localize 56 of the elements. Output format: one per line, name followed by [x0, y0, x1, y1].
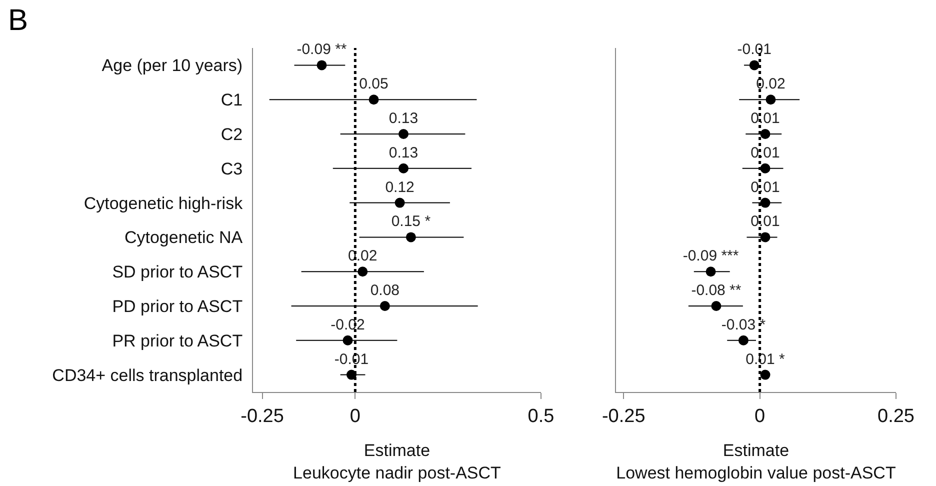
data-label: -0.01 — [334, 350, 369, 368]
y-tick-label: C1 — [220, 90, 243, 110]
x-tick-label: 0.25 — [878, 406, 914, 427]
point — [380, 301, 390, 311]
x-axis-title: Estimate Leukocyte nadir post-ASCT — [293, 441, 501, 482]
point — [760, 129, 770, 139]
data-label: 0.01 — [750, 213, 780, 230]
y-tick-label: SD prior to ASCT — [112, 262, 243, 282]
data-label: 0.02 — [756, 76, 786, 93]
point — [368, 94, 379, 105]
x-tick-label: 0.5 — [528, 406, 554, 427]
y-tick-label: C2 — [220, 124, 243, 144]
y-tick-label: Cytogenetic high-risk — [84, 194, 244, 213]
point — [342, 335, 353, 346]
point — [760, 232, 770, 242]
point — [760, 163, 770, 174]
point — [398, 163, 408, 174]
text: B — [8, 4, 28, 37]
point — [706, 266, 716, 277]
data-label: 0.01 — [750, 144, 780, 162]
point — [406, 232, 416, 242]
data-label: -0.02 — [330, 316, 365, 334]
data-label: 0.01 — [750, 178, 780, 196]
x-tick-label: 0 — [350, 406, 360, 427]
data-label: -0.01 — [737, 41, 772, 58]
x-axis-title: Estimate Lowest hemoglobin value post-ASCT — [616, 441, 896, 482]
data-label: 0.12 — [385, 178, 414, 196]
y-tick-label: PR prior to ASCT — [112, 331, 243, 350]
data-label: 0.13 — [388, 144, 418, 162]
point — [398, 129, 408, 139]
y-tick-label: Cytogenetic NA — [124, 228, 244, 248]
y-tick-label: CD34+ cells transplanted — [52, 366, 243, 385]
point — [738, 335, 748, 346]
data-label: 0.08 — [370, 282, 400, 299]
point — [760, 370, 770, 380]
point — [766, 94, 776, 105]
point — [749, 60, 760, 70]
data-label: -0.09 *** — [682, 248, 739, 265]
point — [760, 198, 770, 208]
point — [316, 60, 327, 70]
data-label: 0.15 * — [391, 213, 431, 230]
y-tick-label: Age (per 10 years) — [102, 56, 243, 76]
data-label: 0.05 — [359, 76, 388, 93]
x-tick-label: -0.25 — [240, 406, 284, 427]
data-label: -0.09 ** — [296, 41, 347, 58]
data-label: -0.03 * — [721, 316, 766, 334]
x-tick-label: -0.25 — [602, 406, 646, 427]
y-tick-label: PD prior to ASCT — [112, 296, 243, 316]
point — [358, 266, 368, 277]
x-tick-label: 0 — [754, 406, 766, 427]
y-tick-label: C3 — [220, 159, 243, 178]
data-label: 0.13 — [388, 110, 418, 127]
data-label: 0.01 — [750, 110, 780, 127]
data-label: -0.08 ** — [691, 282, 742, 299]
point — [711, 301, 722, 311]
point — [394, 198, 405, 208]
